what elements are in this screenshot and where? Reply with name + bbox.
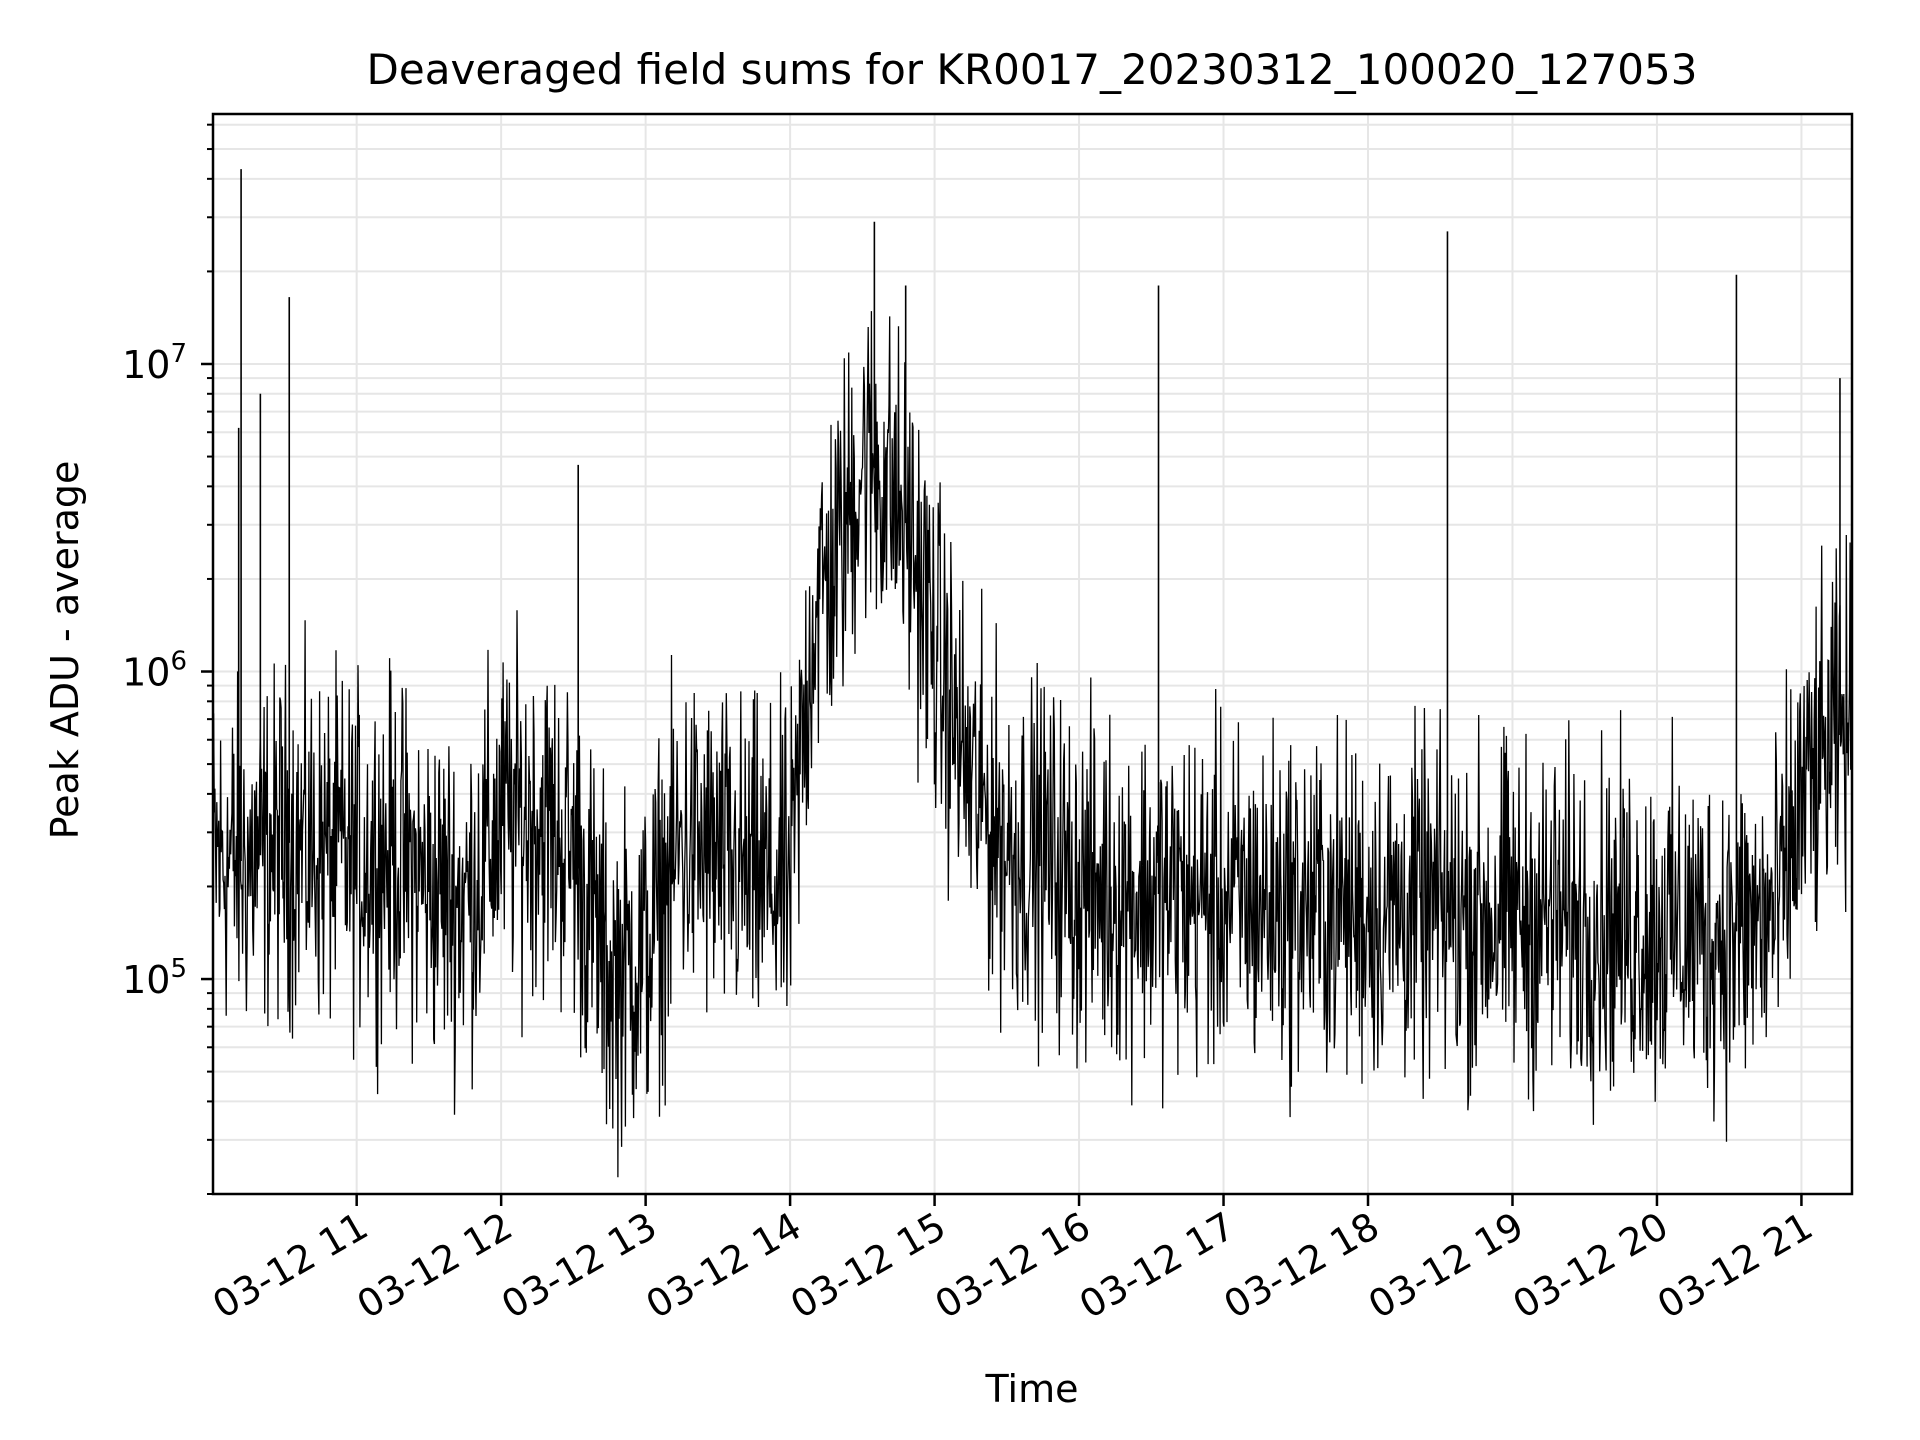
chart-title: Deaveraged field sums for KR0017_2023031… — [367, 45, 1698, 94]
x-axis-label: Time — [985, 1367, 1079, 1411]
series-line — [213, 311, 1852, 1178]
y-tick-label: 107 — [122, 339, 187, 387]
y-axis-label: Peak ADU - average — [43, 461, 87, 840]
y-tick-label: 106 — [122, 647, 187, 695]
y-axis: 105 106 107 — [122, 123, 213, 1195]
plot-frame — [211, 112, 1854, 1196]
series-line-group — [213, 169, 1852, 1178]
y-tick-label: 105 — [122, 954, 187, 1002]
